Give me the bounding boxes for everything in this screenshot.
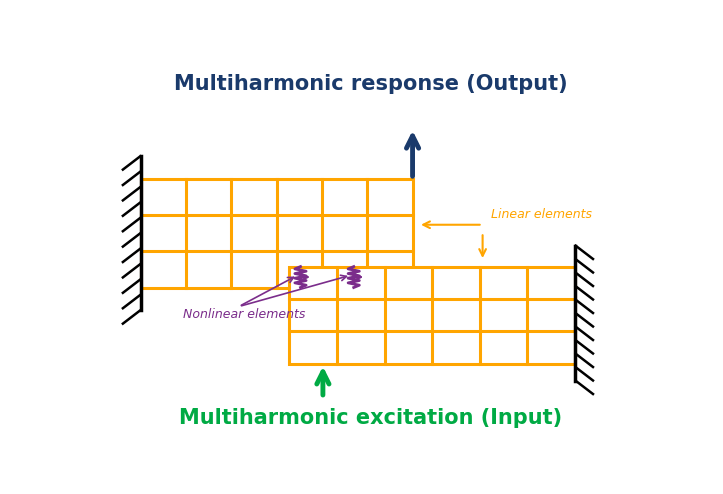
Text: Linear elements: Linear elements [491, 208, 592, 221]
Polygon shape [141, 179, 413, 288]
Polygon shape [289, 267, 575, 364]
Text: Multiharmonic excitation (Input): Multiharmonic excitation (Input) [179, 408, 562, 428]
Text: Multiharmonic response (Output): Multiharmonic response (Output) [174, 75, 568, 94]
Text: Nonlinear elements: Nonlinear elements [183, 308, 305, 322]
